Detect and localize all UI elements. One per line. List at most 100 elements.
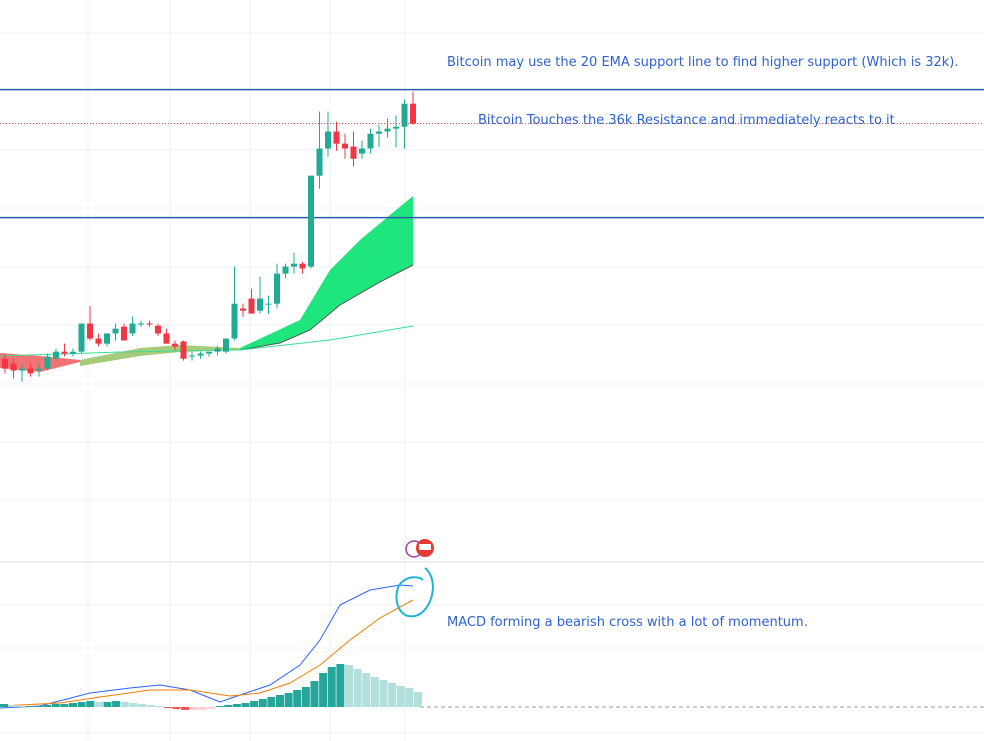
candle-body xyxy=(240,308,246,311)
histogram-bar xyxy=(405,688,414,707)
histogram-bar xyxy=(69,703,77,707)
histogram-bar xyxy=(284,693,293,707)
annotation: MACD forming a bearish cross with a lot … xyxy=(447,615,808,630)
candle-body xyxy=(257,298,263,311)
histogram-bar xyxy=(120,702,129,707)
candle-body xyxy=(342,143,348,149)
annotation: Bitcoin Touches the 36k Resistance and i… xyxy=(478,113,895,128)
candle-body xyxy=(112,328,119,334)
histogram-bar xyxy=(388,683,397,707)
ema-ribbon xyxy=(80,345,240,366)
histogram-bar xyxy=(396,686,405,707)
hand-drawn-circle xyxy=(395,567,434,618)
candle-body xyxy=(393,126,399,129)
candle-body xyxy=(265,303,272,305)
histogram-bar xyxy=(353,669,362,707)
candle-body xyxy=(27,368,34,374)
signal-line xyxy=(0,599,414,707)
histogram-bar xyxy=(103,702,112,707)
candle-body xyxy=(78,323,85,352)
histogram-bar xyxy=(146,705,155,707)
candle-body xyxy=(291,263,297,267)
icon xyxy=(419,544,431,550)
histogram-bar xyxy=(25,706,34,707)
candle-body xyxy=(333,131,340,144)
histogram-bar xyxy=(250,701,259,707)
histogram-bar xyxy=(163,707,172,708)
ema-ribbon xyxy=(240,196,413,350)
candle-body xyxy=(274,273,280,304)
candle-body xyxy=(206,351,212,354)
histogram-bar xyxy=(94,702,103,707)
histogram-bar xyxy=(198,707,207,710)
histogram-bar xyxy=(17,706,26,707)
candle-body xyxy=(223,338,229,352)
histogram-bar xyxy=(336,664,345,707)
candle-body xyxy=(10,363,17,371)
histogram-bar xyxy=(189,707,198,710)
histogram-bar xyxy=(172,707,181,709)
ema-line xyxy=(0,325,414,357)
candle-body xyxy=(350,146,357,159)
candle-body xyxy=(53,351,59,359)
histogram-bar xyxy=(51,704,60,707)
candle-body xyxy=(231,303,238,339)
histogram-bar xyxy=(224,705,233,707)
ema-ribbon xyxy=(0,353,80,372)
histogram-bar xyxy=(77,702,86,707)
histogram-bar xyxy=(181,707,190,710)
histogram-bar xyxy=(155,706,164,707)
candle-body xyxy=(104,333,110,344)
histogram-bar xyxy=(379,680,388,707)
histogram-bar xyxy=(319,673,328,707)
histogram-bar xyxy=(43,705,52,707)
candle-body xyxy=(155,325,161,334)
candle-body xyxy=(163,333,170,344)
candle-body xyxy=(316,148,323,176)
candle-body xyxy=(2,358,8,369)
candle-body xyxy=(325,131,331,149)
histogram-bar xyxy=(86,701,95,707)
candle-body xyxy=(376,131,382,134)
candle-body xyxy=(180,341,187,359)
histogram-bar xyxy=(60,704,69,707)
histogram-bar xyxy=(138,704,146,707)
candle-body xyxy=(146,323,153,325)
candle-body xyxy=(359,148,365,154)
histogram-bar xyxy=(207,707,215,709)
candle-body xyxy=(61,351,68,354)
histogram-bar xyxy=(8,705,17,707)
candle-body xyxy=(367,133,374,149)
candle-body xyxy=(121,326,127,341)
histogram-bar xyxy=(414,692,422,707)
histogram-bar xyxy=(258,699,267,707)
histogram-bar xyxy=(310,681,319,707)
candle-body xyxy=(384,128,391,132)
candle-body xyxy=(282,266,289,274)
candle-body xyxy=(70,351,76,354)
candle-body xyxy=(189,355,195,357)
annotation: Bitcoin may use the 20 EMA support line … xyxy=(447,55,959,70)
candle-body xyxy=(401,103,408,127)
histogram-bar xyxy=(0,704,8,707)
histogram-bar xyxy=(301,687,310,707)
histogram-bar xyxy=(276,695,284,707)
candle-body xyxy=(197,353,204,356)
candle-body xyxy=(172,343,178,347)
candle-body xyxy=(299,263,306,269)
candle-body xyxy=(44,356,51,369)
histogram-bar xyxy=(232,704,241,707)
histogram-bar xyxy=(345,665,353,707)
candle-body xyxy=(410,103,416,124)
histogram-bar xyxy=(34,706,43,707)
candle-body xyxy=(19,368,25,371)
candle-body xyxy=(214,348,221,352)
histogram-bar xyxy=(327,667,336,707)
candle-body xyxy=(248,298,255,314)
histogram-bar xyxy=(241,703,250,707)
candle-body xyxy=(87,323,93,339)
histogram-bar xyxy=(293,690,302,707)
